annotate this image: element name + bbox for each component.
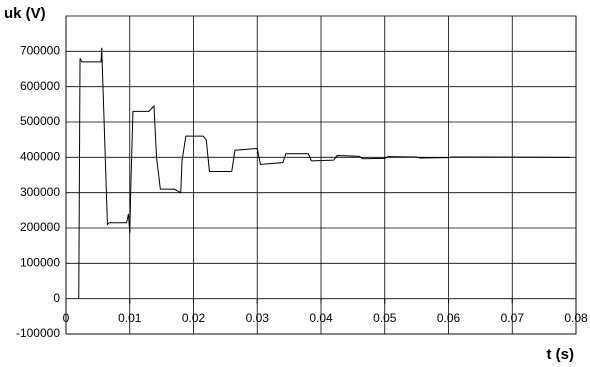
- y-tick-label: -100000: [16, 326, 60, 340]
- y-tick-label: 0: [53, 291, 60, 305]
- y-tick-label: 500000: [20, 114, 60, 128]
- y-tick-label: 700000: [20, 44, 60, 58]
- x-axis-title: t (s): [547, 346, 575, 363]
- y-tick-label: 600000: [20, 79, 60, 93]
- y-axis-title: uk (V): [4, 5, 46, 22]
- y-tick-label: 300000: [20, 185, 60, 199]
- data-line: [78, 47, 570, 299]
- y-tick-label: 200000: [20, 220, 60, 234]
- y-tick-label: 400000: [20, 150, 60, 164]
- y-tick-label: 100000: [20, 256, 60, 270]
